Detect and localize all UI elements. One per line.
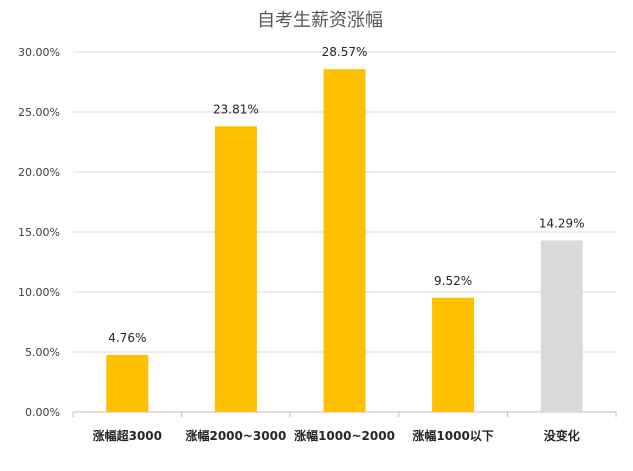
x-tick-label: 涨幅超3000 [93,428,162,443]
bar [106,354,149,412]
x-tick-label: 涨幅1000以下 [412,428,493,443]
x-tick-label: 没变化 [544,428,580,443]
x-tick-label: 涨幅2000~3000 [185,428,286,443]
y-axis-ticks: 0.00% 5.00% 10.00% 15.00% 20.00% 25.00% 30.00% [18,46,60,419]
bar [214,126,257,412]
y-tick-label: 5.00% [25,346,60,359]
y-tick-label: 30.00% [18,46,60,59]
y-tick-label: 20.00% [18,166,60,179]
data-label: 4.76% [108,331,146,345]
y-tick-label: 15.00% [18,226,60,239]
data-label: 9.52% [434,274,472,288]
data-label: 28.57% [322,45,368,59]
x-axis-ticks: 涨幅超3000 涨幅2000~3000 涨幅1000~2000 涨幅1000以下 没变化 [93,428,580,443]
x-tick-label: 涨幅1000~2000 [294,428,395,443]
data-label: 14.29% [539,217,585,231]
y-tick-label: 25.00% [18,106,60,119]
bar [540,240,583,412]
bar [432,297,475,412]
bar [323,69,366,412]
y-tick-label: 0.00% [25,406,60,419]
chart-title: 自考生薪资涨幅 [257,10,383,31]
data-labels: 4.76% 23.81% 28.57% 9.52% 14.29% [108,45,584,345]
y-tick-label: 10.00% [18,286,60,299]
bars [106,69,583,412]
data-label: 23.81% [213,102,259,116]
